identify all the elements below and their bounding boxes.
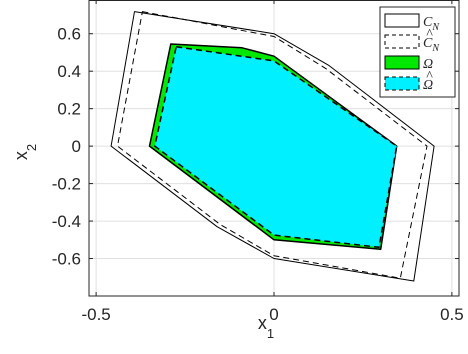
series-omega-hat: [154, 46, 398, 249]
x-tick-label: 0.5: [440, 305, 464, 324]
y-tick-label: 0.6: [57, 25, 81, 44]
legend-hat-icon: ^: [426, 27, 433, 42]
y-tick-label: -0.2: [52, 175, 81, 194]
ticks: -0.5 0 0.5 -0.6 -0.4 -0.2 0 0.2 0.4 0.6: [52, 0, 464, 324]
legend-label-series-omega-hat: Ω: [423, 78, 433, 93]
y-tick-label: -0.4: [52, 212, 81, 231]
legend-swatch-series-omega-hat: [384, 76, 420, 91]
y-axis-label-subscript: 2: [24, 144, 39, 151]
x-tick-label: 0: [269, 305, 278, 324]
y-tick-label: 0.2: [57, 100, 81, 119]
legend-swatch-series-omega: [384, 55, 420, 70]
legend-label-series-omega: Ω: [423, 57, 433, 72]
y-tick-label: 0.4: [57, 62, 81, 81]
legend-swatch-series-c-n: [384, 13, 420, 28]
x-axis-label-subscript: 1: [267, 326, 274, 341]
series-c-n: [110, 11, 435, 282]
legend-label-series-c-n: CN: [423, 15, 440, 33]
legend-label-series-c-n-hat: CN: [423, 36, 440, 54]
y-tick-label: -0.6: [52, 250, 81, 269]
y-tick-label: 0: [72, 137, 81, 156]
x-axis-label: x1: [258, 313, 274, 341]
legend-hat-icon: ^: [426, 69, 433, 84]
y-axis-label: x2: [11, 144, 39, 160]
x-tick-label: -0.5: [81, 305, 110, 324]
data-shapes: [110, 11, 435, 282]
legend-swatch-series-c-n-hat: [384, 34, 420, 49]
series-c-n-hat: [117, 11, 428, 279]
